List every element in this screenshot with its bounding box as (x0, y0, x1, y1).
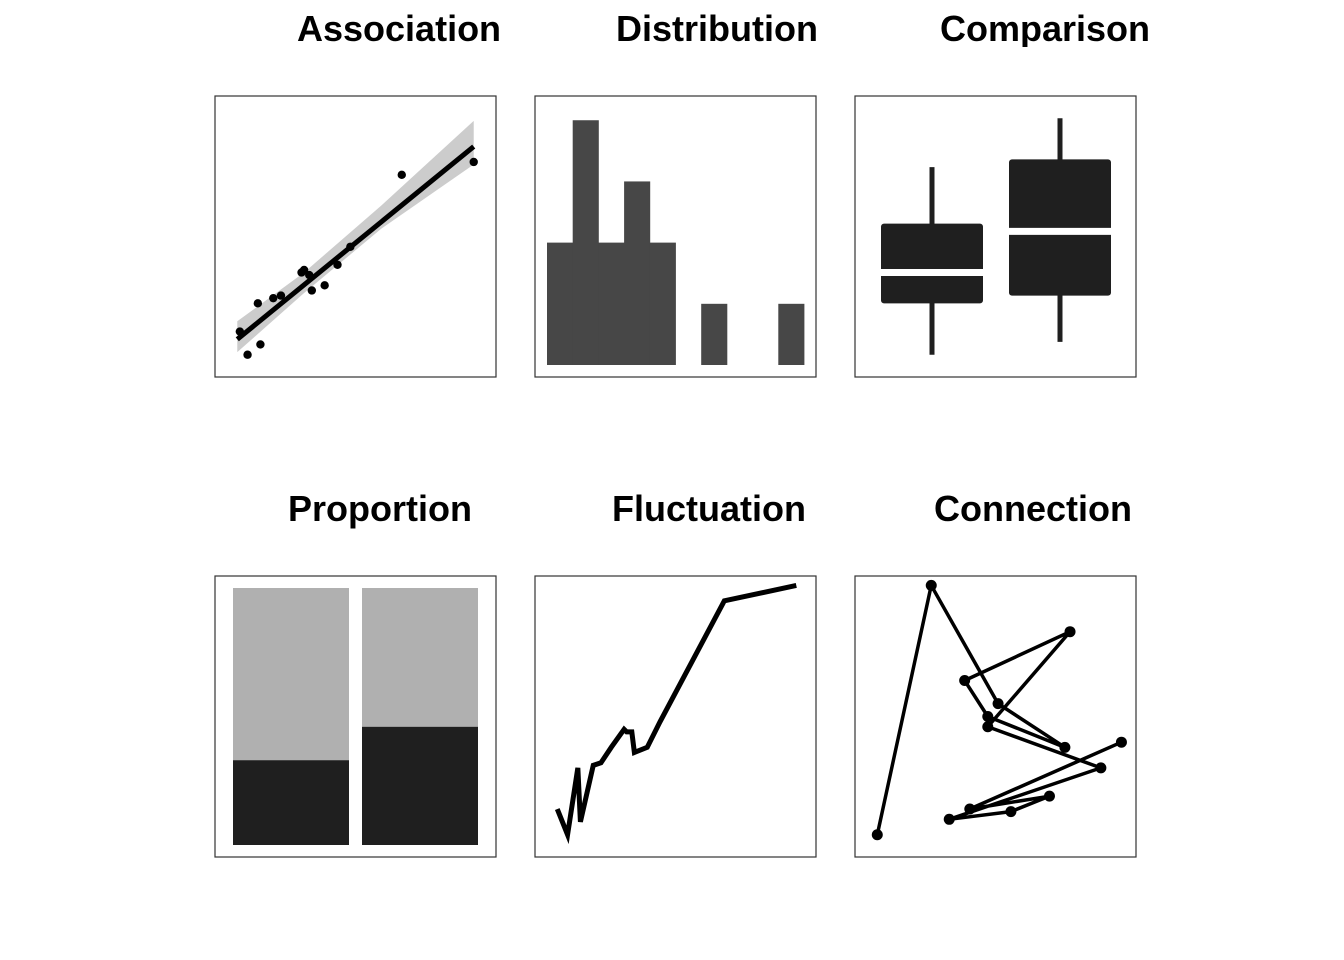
proportion-bar-1-dark (233, 760, 349, 845)
panel-title-fluctuation: Fluctuation (612, 488, 806, 529)
scatter-point-8 (299, 265, 309, 275)
scatter-point-9 (305, 270, 314, 280)
connection-node-10 (943, 813, 955, 825)
connection-node-13 (964, 803, 976, 815)
histogram-bar-7 (701, 303, 728, 365)
panel-frame-1 (214, 95, 497, 378)
panel-frame-5 (534, 575, 817, 858)
panel-frame-3 (854, 95, 1137, 378)
connection-node-8 (982, 721, 994, 733)
box-body-2 (1009, 159, 1111, 296)
connection-node-6 (959, 675, 971, 687)
connection-node-1 (871, 829, 883, 841)
histogram-bar-1 (547, 242, 574, 365)
confidence-band (237, 120, 474, 353)
connection-node-4 (1059, 741, 1071, 753)
connection-node-2 (925, 579, 937, 591)
connection-node-5 (982, 711, 994, 722)
proportion-bar-1-light (233, 588, 349, 761)
scatter-point-2 (243, 350, 252, 359)
panel-frame-2 (534, 95, 817, 378)
panel-frame-4 (214, 575, 497, 858)
histogram-bar-5 (649, 242, 676, 365)
connection-node-11 (1005, 806, 1017, 818)
scatter-point-1 (235, 327, 245, 336)
histogram-bar-4 (624, 181, 651, 365)
fluctuation-line (554, 582, 797, 845)
scatter-point-11 (320, 281, 329, 290)
scatter-point-15 (469, 157, 478, 167)
scatter-point-3 (253, 299, 263, 308)
regression-line (235, 144, 476, 342)
scatter-point-4 (256, 340, 265, 349)
scatter-point-6 (276, 291, 286, 300)
panel-title-proportion: Proportion (288, 488, 472, 529)
connection-node-12 (1043, 790, 1055, 802)
proportion-bar-2-dark (362, 726, 478, 845)
panel-title-comparison: Comparison (940, 11, 1151, 47)
connection-path (875, 583, 1123, 836)
histogram-bar-10 (778, 303, 805, 365)
box-body-1 (881, 223, 983, 304)
scatter-point-12 (333, 260, 342, 269)
panel-title-association: Association (297, 8, 502, 49)
scatter-point-5 (269, 293, 278, 303)
histogram-bar-3 (598, 242, 625, 365)
histogram-bar-2 (572, 120, 599, 365)
panel-title-connection: Connection (934, 488, 1132, 529)
panel-title-distribution: Distribution (616, 8, 818, 49)
connection-node-3 (992, 698, 1004, 710)
connection-node-7 (1064, 626, 1076, 638)
connection-node-9 (1095, 762, 1107, 774)
connection-node-14 (1115, 736, 1127, 748)
panel-frame-6 (854, 575, 1137, 858)
scatter-point-13 (346, 242, 355, 251)
scatter-point-10 (307, 286, 317, 295)
scatter-point-14 (397, 170, 406, 180)
proportion-bar-2-light (362, 588, 478, 727)
